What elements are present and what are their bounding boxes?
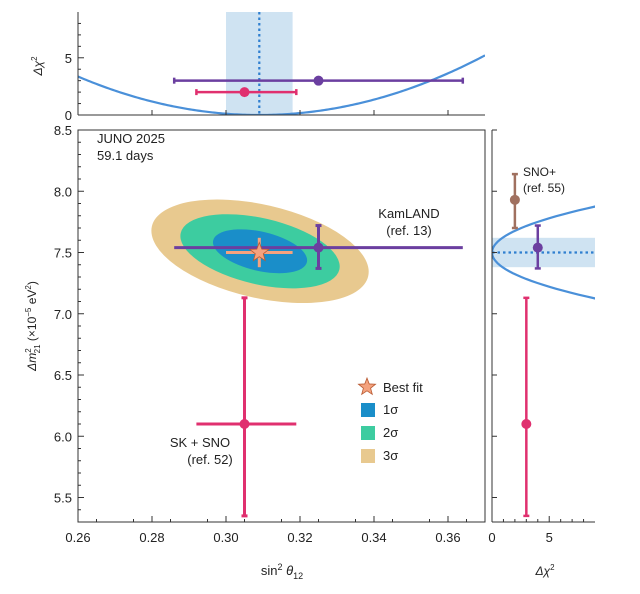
x-tick-label: 0.28: [139, 530, 164, 545]
legend-3sigma-label: 3σ: [383, 448, 398, 463]
right-x-axis-label: Δχ2: [534, 563, 555, 578]
data-point: [239, 87, 250, 98]
sksno-label-line1: SK + SNO: [170, 435, 230, 450]
main-frame: [77, 129, 486, 523]
top-chi2-curve: [78, 54, 485, 115]
top-y-tick-label: 0: [65, 108, 72, 123]
main-y-axis-label: Δm221 (×10−5 eV2): [24, 281, 42, 372]
right-snoplus-point: [509, 172, 520, 230]
y-tick-label: 8.5: [54, 123, 72, 138]
legend-3sigma-swatch: [361, 449, 375, 463]
top-sksno-point: [195, 87, 298, 98]
data-point: [509, 194, 520, 205]
annotation-title: JUNO 2025: [97, 131, 165, 146]
x-tick-label: 0.34: [361, 530, 386, 545]
main-x-axis: 0.26 0.28 0.30 0.32 0.34 0.36: [65, 516, 467, 545]
data-point: [239, 419, 250, 429]
y-tick-label: 7.0: [54, 307, 72, 322]
top-y-tick-label: 5: [65, 51, 72, 66]
top-panel: 05 Δχ2: [30, 12, 485, 123]
snoplus-label-line1: SNO+: [523, 165, 556, 179]
sksno-label-line2: (ref. 52): [187, 452, 233, 467]
best-fit-star: [248, 241, 270, 262]
right-kamland-point: [532, 224, 543, 270]
x-tick-label: 0.30: [213, 530, 238, 545]
data-point: [532, 242, 543, 253]
best-fit-point: [226, 237, 293, 268]
legend-star-icon: [357, 376, 377, 396]
y-tick-label: 8.0: [54, 184, 72, 199]
main-x-axis-label: sin2 θ12: [261, 562, 303, 581]
legend: Best fit 1σ 2σ 3σ: [357, 376, 423, 463]
x-tick-label: 0.32: [287, 530, 312, 545]
kamland-label-line2: (ref. 13): [386, 223, 432, 238]
y-tick-label: 7.5: [54, 246, 72, 261]
top-y-axis: 05: [65, 12, 485, 123]
annotation-subtitle: 59.1 days: [97, 148, 154, 163]
kamland-label-line1: KamLAND: [378, 206, 439, 221]
data-point: [521, 419, 532, 429]
y-tick-label: 6.0: [54, 429, 72, 444]
y-tick-label: 5.5: [54, 491, 72, 506]
main-panel: 0.26 0.28 0.30 0.32 0.34 0.36 5.5 6.0 6.5 7.0 7.5…: [24, 123, 486, 581]
legend-2sigma-label: 2σ: [383, 425, 398, 440]
right-sksno-point: [521, 296, 532, 518]
snoplus-label-line2: (ref. 55): [523, 181, 565, 195]
legend-best-fit-label: Best fit: [383, 380, 423, 395]
x-tick-label: 0.36: [435, 530, 460, 545]
y-tick-label: 6.5: [54, 368, 72, 383]
top-y-axis-label: Δχ2: [30, 56, 45, 77]
legend-1sigma-label: 1σ: [383, 402, 398, 417]
x-tick-label: 0.26: [65, 530, 90, 545]
sksno-point: [196, 296, 297, 518]
data-point: [313, 242, 324, 253]
main-y-axis: 5.5 6.0 6.5 7.0 7.5 8.0 8.5: [54, 123, 84, 511]
legend-2sigma-swatch: [361, 426, 375, 440]
right-x-tick-label: 0: [488, 530, 495, 545]
data-point: [313, 75, 324, 86]
right-x-tick-label: 5: [546, 530, 553, 545]
kamland-point: [174, 224, 463, 270]
top-kamland-point: [172, 75, 465, 86]
legend-1sigma-swatch: [361, 403, 375, 417]
